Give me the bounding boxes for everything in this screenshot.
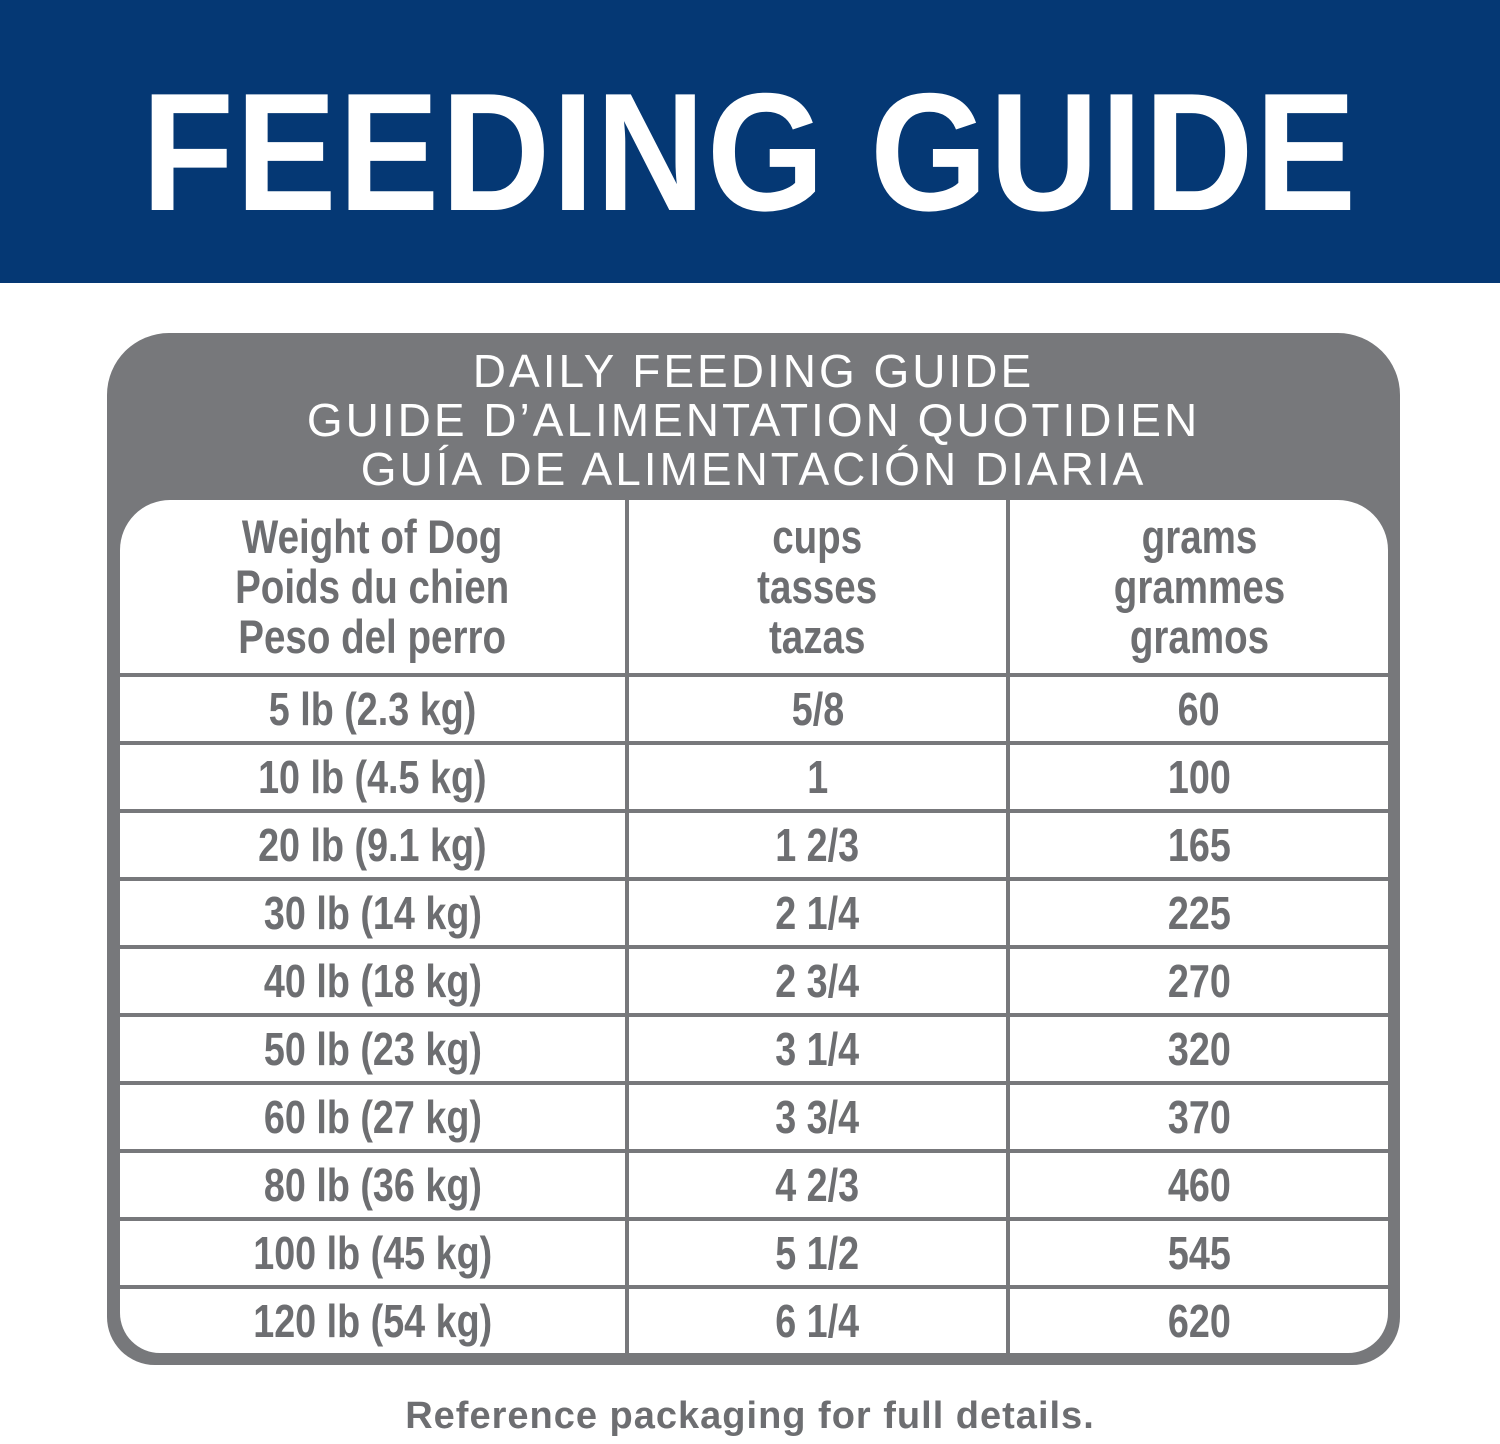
cups-cell-text: 2 1/4 <box>775 887 860 939</box>
table-row: 10 lb (4.5 kg) 1 100 <box>120 741 1388 813</box>
cups-cell-text: 3 1/4 <box>775 1023 860 1075</box>
cups-cell: 1 <box>625 741 1010 813</box>
page-title: FEEDING GUIDE <box>141 58 1359 246</box>
weight-cell-text: 5 lb (2.3 kg) <box>268 683 477 735</box>
header-text: tazas <box>769 609 866 663</box>
panel-title-en: DAILY FEEDING GUIDE <box>472 345 1035 397</box>
grams-cell: 165 <box>1006 809 1388 881</box>
header-text: Poids du chien <box>235 559 510 613</box>
grams-cell: 545 <box>1006 1217 1388 1289</box>
grams-cell: 270 <box>1006 945 1388 1017</box>
cups-cell: 5 1/2 <box>625 1217 1010 1289</box>
grams-cell: 460 <box>1006 1149 1388 1221</box>
header-banner: FEEDING GUIDE <box>0 0 1500 283</box>
weight-cell: 10 lb (4.5 kg) <box>120 741 629 813</box>
cups-cell-text: 2 3/4 <box>775 955 860 1007</box>
cups-cell: 2 3/4 <box>625 945 1010 1017</box>
header-weight: Weight of Dog Poids du chien Peso del pe… <box>120 500 629 677</box>
header-text: gramos <box>1129 609 1269 663</box>
weight-cell: 60 lb (27 kg) <box>120 1081 629 1153</box>
feeding-table: Weight of Dog Poids du chien Peso del pe… <box>120 500 1388 1353</box>
cups-cell-text: 4 2/3 <box>775 1159 860 1211</box>
grams-cell: 60 <box>1006 673 1388 745</box>
panel-title-fr: GUIDE D’ALIMENTATION QUOTIDIEN <box>306 394 1201 446</box>
cups-cell: 1 2/3 <box>625 809 1010 881</box>
weight-cell-text: 20 lb (9.1 kg) <box>258 819 487 871</box>
feeding-table-container: Weight of Dog Poids du chien Peso del pe… <box>120 500 1388 1353</box>
grams-cell-text: 460 <box>1167 1159 1231 1211</box>
grams-cell-text: 370 <box>1167 1091 1231 1143</box>
cups-cell-text: 3 3/4 <box>775 1091 860 1143</box>
weight-cell: 50 lb (23 kg) <box>120 1013 629 1085</box>
table-row: 60 lb (27 kg) 3 3/4 370 <box>120 1081 1388 1153</box>
grams-cell-text: 620 <box>1167 1295 1231 1347</box>
grams-cell: 320 <box>1006 1013 1388 1085</box>
grams-cell: 370 <box>1006 1081 1388 1153</box>
header-text: grams <box>1141 509 1257 563</box>
table-row: 30 lb (14 kg) 2 1/4 225 <box>120 877 1388 949</box>
cups-cell: 6 1/4 <box>625 1285 1010 1353</box>
cups-cell: 3 1/4 <box>625 1013 1010 1085</box>
cups-cell-text: 6 1/4 <box>775 1295 860 1347</box>
weight-cell-text: 80 lb (36 kg) <box>263 1159 482 1211</box>
weight-cell-text: 100 lb (45 kg) <box>252 1227 492 1279</box>
table-row: 80 lb (36 kg) 4 2/3 460 <box>120 1149 1388 1221</box>
weight-cell-text: 50 lb (23 kg) <box>263 1023 482 1075</box>
table-row: 40 lb (18 kg) 2 3/4 270 <box>120 945 1388 1017</box>
table-row: 5 lb (2.3 kg) 5/8 60 <box>120 673 1388 745</box>
table-row: 50 lb (23 kg) 3 1/4 320 <box>120 1013 1388 1085</box>
header-text: Peso del perro <box>238 609 507 663</box>
header-text: tasses <box>757 559 878 613</box>
cups-cell-text: 1 2/3 <box>775 819 860 871</box>
header-text: Weight of Dog <box>242 509 503 563</box>
header-text: grammes <box>1113 559 1285 613</box>
weight-cell-text: 30 lb (14 kg) <box>263 887 482 939</box>
grams-cell-text: 270 <box>1167 955 1231 1007</box>
header-grams: grams grammes gramos <box>1006 500 1388 677</box>
cups-cell-text: 1 <box>807 751 828 803</box>
grams-cell-text: 320 <box>1167 1023 1231 1075</box>
grams-cell-text: 100 <box>1167 751 1231 803</box>
weight-cell: 30 lb (14 kg) <box>120 877 629 949</box>
weight-cell-text: 40 lb (18 kg) <box>263 955 482 1007</box>
table-row: 20 lb (9.1 kg) 1 2/3 165 <box>120 809 1388 881</box>
cups-cell-text: 5 1/2 <box>775 1227 860 1279</box>
header-text: cups <box>772 509 863 563</box>
grams-cell: 100 <box>1006 741 1388 813</box>
table-row: 120 lb (54 kg) 6 1/4 620 <box>120 1285 1388 1353</box>
grams-cell-text: 225 <box>1167 887 1231 939</box>
cups-cell: 4 2/3 <box>625 1149 1010 1221</box>
grams-cell-text: 60 <box>1178 683 1220 735</box>
weight-cell-text: 10 lb (4.5 kg) <box>258 751 487 803</box>
weight-cell: 100 lb (45 kg) <box>120 1217 629 1289</box>
grams-cell: 620 <box>1006 1285 1388 1353</box>
weight-cell-text: 120 lb (54 kg) <box>252 1295 492 1347</box>
header-cups: cups tasses tazas <box>625 500 1010 677</box>
cups-cell: 2 1/4 <box>625 877 1010 949</box>
table-header-row: Weight of Dog Poids du chien Peso del pe… <box>120 500 1388 677</box>
grams-cell-text: 165 <box>1167 819 1231 871</box>
feeding-guide-panel: DAILY FEEDING GUIDE GUIDE D’ALIMENTATION… <box>107 333 1400 1365</box>
weight-cell: 20 lb (9.1 kg) <box>120 809 629 881</box>
panel-title: DAILY FEEDING GUIDE GUIDE D’ALIMENTATION… <box>107 347 1400 494</box>
cups-cell-text: 5/8 <box>791 683 844 735</box>
weight-cell-text: 60 lb (27 kg) <box>263 1091 482 1143</box>
grams-cell: 225 <box>1006 877 1388 949</box>
weight-cell: 120 lb (54 kg) <box>120 1285 629 1353</box>
weight-cell: 40 lb (18 kg) <box>120 945 629 1017</box>
cups-cell: 5/8 <box>625 673 1010 745</box>
cups-cell: 3 3/4 <box>625 1081 1010 1153</box>
table-row: 100 lb (45 kg) 5 1/2 545 <box>120 1217 1388 1289</box>
footer-note: Reference packaging for full details. <box>405 1395 1095 1437</box>
weight-cell: 80 lb (36 kg) <box>120 1149 629 1221</box>
panel-title-es: GUÍA DE ALIMENTACIÓN DIARIA <box>360 443 1147 495</box>
grams-cell-text: 545 <box>1167 1227 1231 1279</box>
weight-cell: 5 lb (2.3 kg) <box>120 673 629 745</box>
